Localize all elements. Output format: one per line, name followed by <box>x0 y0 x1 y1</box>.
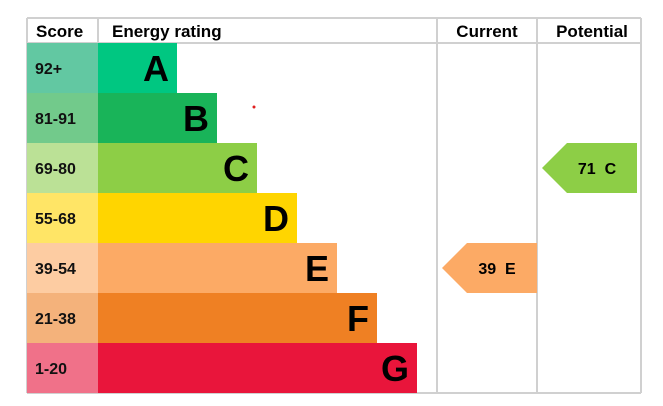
score-label: 21-38 <box>35 311 76 328</box>
potential-rating-label: 71 C <box>578 161 617 178</box>
rating-bar <box>98 243 337 293</box>
band-row-b: 81-91 B <box>27 93 217 143</box>
current-rating-label: 39 E <box>478 261 516 278</box>
rating-letter: D <box>263 198 289 239</box>
rating-letter: G <box>381 348 409 389</box>
score-cell <box>27 93 98 143</box>
score-label: 55-68 <box>35 211 76 228</box>
score-cell <box>27 193 98 243</box>
band-row-c: 69-80 C <box>27 143 257 193</box>
potential-rating-arrow: 71 C <box>542 143 637 193</box>
rating-bar <box>98 343 417 393</box>
rating-letter: C <box>223 148 249 189</box>
rating-letter: E <box>305 248 329 289</box>
score-label: 92+ <box>35 61 62 78</box>
rating-bar <box>98 143 257 193</box>
potential-arrow-shape <box>542 143 637 193</box>
current-rating-arrow: 39 E <box>442 243 537 293</box>
band-row-a: 92+ A <box>27 43 177 93</box>
score-cell <box>27 293 98 343</box>
rating-letter: F <box>347 298 369 339</box>
rating-letter: B <box>183 98 209 139</box>
score-label: 81-91 <box>35 111 76 128</box>
rating-bar <box>98 293 377 343</box>
score-label: 69-80 <box>35 161 76 178</box>
header-potential: Potential <box>556 22 628 41</box>
rating-bar <box>98 43 177 93</box>
band-row-e: 39-54 E <box>27 243 337 293</box>
rating-bar <box>98 193 297 243</box>
score-cell <box>27 343 98 393</box>
score-label: 1-20 <box>35 361 67 378</box>
header-current: Current <box>456 22 518 41</box>
rating-letter: A <box>143 48 169 89</box>
header-energy-rating: Energy rating <box>112 22 222 41</box>
score-cell <box>27 43 98 93</box>
band-row-f: 21-38 F <box>27 293 377 343</box>
header-score: Score <box>36 22 83 41</box>
score-label: 39-54 <box>35 261 76 278</box>
band-row-g: 1-20 G <box>27 343 417 393</box>
band-row-d: 55-68 D <box>27 193 297 243</box>
current-arrow-shape <box>442 243 537 293</box>
score-cell <box>27 243 98 293</box>
rating-bar <box>98 93 217 143</box>
red-dot-mark <box>252 105 256 109</box>
score-cell <box>27 143 98 193</box>
